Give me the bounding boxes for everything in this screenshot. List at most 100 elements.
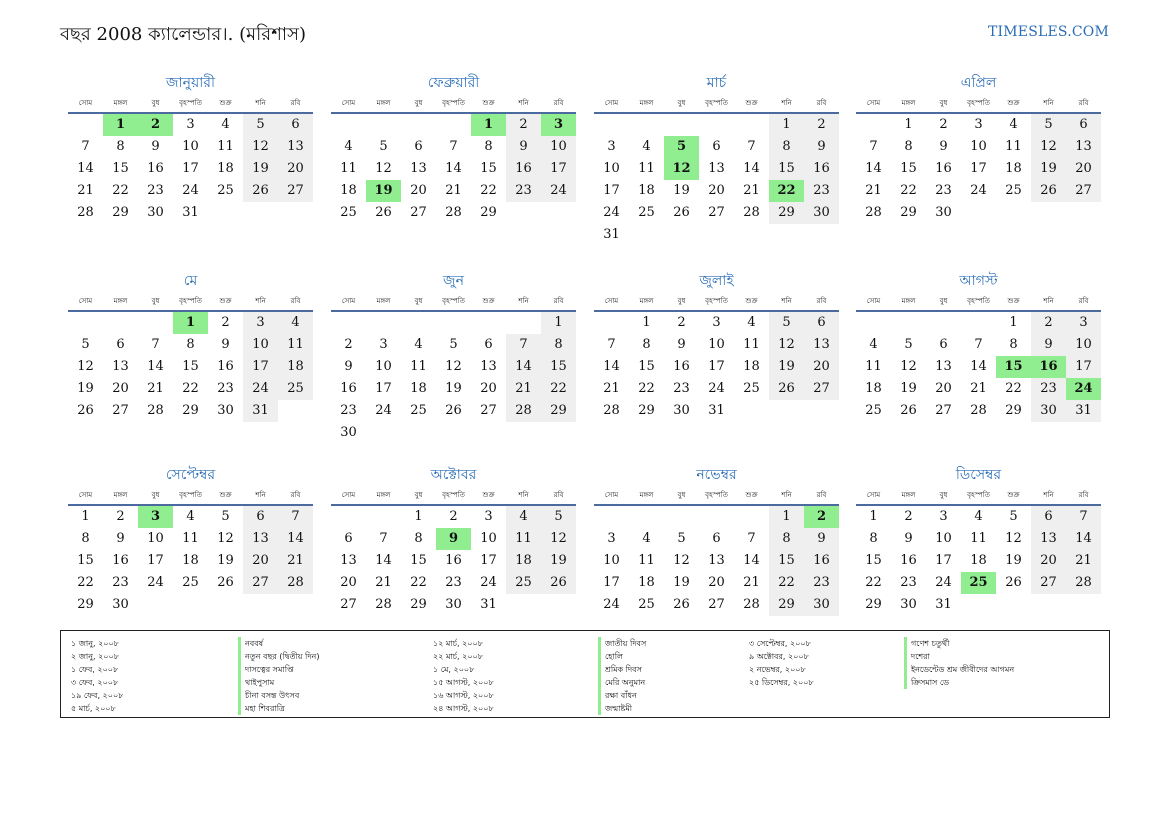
day-cell[interactable]: 2 — [116, 509, 125, 524]
day-cell[interactable]: 7 — [506, 334, 541, 356]
day-cell[interactable]: 28 — [506, 400, 541, 422]
day-cell[interactable]: 22 — [1005, 381, 1022, 396]
day-cell[interactable]: 16 — [217, 359, 234, 374]
day-cell[interactable]: 13 — [340, 553, 357, 568]
day-cell[interactable]: 15 — [769, 550, 804, 572]
day-cell[interactable]: 5 — [677, 531, 686, 546]
day-cell[interactable]: 8 — [414, 531, 423, 546]
day-cell[interactable]: 17 — [603, 575, 620, 590]
day-cell[interactable]: 3 — [186, 117, 195, 132]
day-cell[interactable]: 28 — [147, 403, 164, 418]
day-cell[interactable]: 26 — [77, 403, 94, 418]
day-cell[interactable]: 5 — [81, 337, 90, 352]
day-cell[interactable]: 10 — [182, 139, 199, 154]
day-cell[interactable]: 14 — [970, 359, 987, 374]
day-cell[interactable]: 20 — [278, 158, 313, 180]
day-cell[interactable]: 20 — [480, 381, 497, 396]
day-cell[interactable]: 30 — [935, 205, 952, 220]
day-cell[interactable]: 7 — [869, 139, 878, 154]
day-cell[interactable]: 30 — [673, 403, 690, 418]
day-cell[interactable]: 20 — [243, 550, 278, 572]
day-cell[interactable]: 3 — [607, 531, 616, 546]
day-cell[interactable]: 25 — [1005, 183, 1022, 198]
day-cell[interactable]: 26 — [1031, 180, 1066, 202]
day-cell[interactable]: 11 — [182, 531, 199, 546]
day-cell[interactable]: 12 — [900, 359, 917, 374]
day-cell[interactable]: 1 — [869, 509, 878, 524]
day-cell[interactable]: 26 — [673, 597, 690, 612]
day-cell[interactable]: 25 — [865, 403, 882, 418]
day-cell[interactable]: 26 — [541, 572, 576, 594]
day-cell[interactable]: 27 — [804, 378, 839, 400]
day-cell[interactable]: 24 — [243, 378, 278, 400]
day-cell[interactable]: 17 — [1066, 356, 1101, 378]
day-cell[interactable]: 4 — [414, 337, 423, 352]
day-cell[interactable]: 21 — [375, 575, 392, 590]
day-cell[interactable]: 2 — [1031, 312, 1066, 334]
day-cell[interactable]: 24 — [603, 205, 620, 220]
day-cell[interactable]: 7 — [974, 337, 983, 352]
day-cell[interactable]: 14 — [743, 161, 760, 176]
day-cell[interactable]: 25 — [182, 575, 199, 590]
day-cell[interactable]: 31 — [480, 597, 497, 612]
day-cell[interactable]: 27 — [708, 597, 725, 612]
day-cell[interactable]: 19 — [673, 575, 690, 590]
day-cell[interactable]: 13 — [410, 161, 427, 176]
day-cell[interactable]: 29 — [182, 403, 199, 418]
day-cell[interactable]: 29 — [77, 597, 94, 612]
day-cell[interactable]: 8 — [116, 139, 125, 154]
day-cell[interactable]: 16 — [935, 161, 952, 176]
day-cell[interactable]: 4 — [642, 531, 651, 546]
day-cell[interactable]: 30 — [804, 202, 839, 224]
day-cell[interactable]: 19 — [900, 381, 917, 396]
day-cell[interactable]: 13 — [278, 136, 313, 158]
day-cell[interactable]: 9 — [804, 136, 839, 158]
day-cell[interactable]: 21 — [743, 575, 760, 590]
day-cell[interactable]: 18 — [340, 183, 357, 198]
day-cell[interactable]: 16 — [1031, 356, 1066, 378]
day-cell[interactable]: 11 — [410, 359, 427, 374]
day-cell[interactable]: 10 — [603, 553, 620, 568]
day-cell[interactable]: 8 — [1009, 337, 1018, 352]
day-cell[interactable]: 29 — [1005, 403, 1022, 418]
day-cell[interactable]: 3 — [541, 114, 576, 136]
day-cell[interactable]: 19 — [366, 180, 401, 202]
day-cell[interactable]: 15 — [900, 161, 917, 176]
day-cell[interactable]: 12 — [664, 158, 699, 180]
day-cell[interactable]: 8 — [642, 337, 651, 352]
day-cell[interactable]: 10 — [541, 136, 576, 158]
day-cell[interactable]: 26 — [1005, 575, 1022, 590]
day-cell[interactable]: 12 — [77, 359, 94, 374]
day-cell[interactable]: 3 — [138, 506, 173, 528]
day-cell[interactable]: 12 — [541, 528, 576, 550]
day-cell[interactable]: 26 — [900, 403, 917, 418]
day-cell[interactable]: 16 — [804, 158, 839, 180]
day-cell[interactable]: 29 — [769, 594, 804, 616]
day-cell[interactable]: 9 — [221, 337, 230, 352]
day-cell[interactable]: 26 — [243, 180, 278, 202]
day-cell[interactable]: 29 — [541, 400, 576, 422]
day-cell[interactable]: 15 — [865, 553, 882, 568]
day-cell[interactable]: 10 — [147, 531, 164, 546]
day-cell[interactable]: 25 — [743, 381, 760, 396]
day-cell[interactable]: 9 — [904, 531, 913, 546]
day-cell[interactable]: 20 — [935, 381, 952, 396]
day-cell[interactable]: 13 — [1031, 528, 1066, 550]
day-cell[interactable]: 17 — [935, 553, 952, 568]
day-cell[interactable]: 24 — [603, 597, 620, 612]
day-cell[interactable]: 26 — [445, 403, 462, 418]
day-cell[interactable]: 22 — [410, 575, 427, 590]
day-cell[interactable]: 13 — [480, 359, 497, 374]
day-cell[interactable]: 16 — [340, 381, 357, 396]
day-cell[interactable]: 28 — [1066, 572, 1101, 594]
day-cell[interactable]: 30 — [445, 597, 462, 612]
day-cell[interactable]: 22 — [769, 572, 804, 594]
day-cell[interactable]: 17 — [708, 359, 725, 374]
day-cell[interactable]: 10 — [480, 531, 497, 546]
day-cell[interactable]: 9 — [677, 337, 686, 352]
day-cell[interactable]: 8 — [541, 334, 576, 356]
day-cell[interactable]: 30 — [900, 597, 917, 612]
day-cell[interactable]: 17 — [970, 161, 987, 176]
day-cell[interactable]: 29 — [410, 597, 427, 612]
day-cell[interactable]: 17 — [182, 161, 199, 176]
